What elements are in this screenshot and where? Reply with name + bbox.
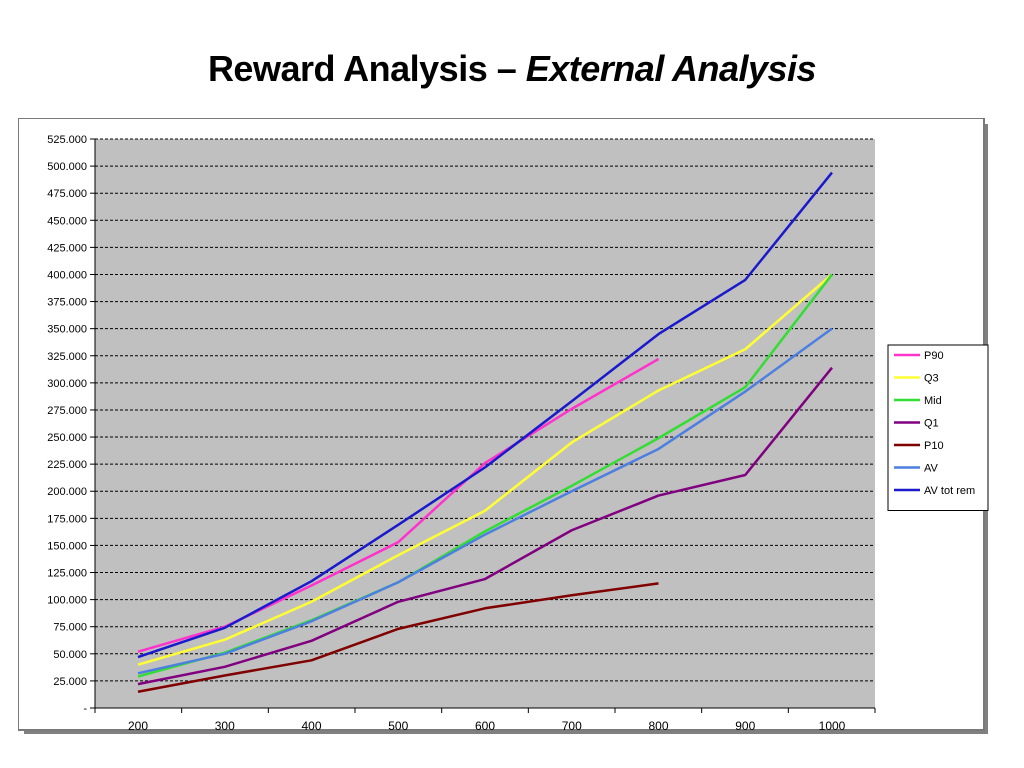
legend-label: Mid: [924, 395, 942, 407]
y-tick-label: 400.000: [47, 269, 87, 281]
x-tick-label: 800: [648, 719, 668, 733]
y-tick-label: 375.000: [47, 297, 87, 309]
series-line-av: [137, 327, 833, 675]
series-line-q3: [137, 273, 833, 666]
chart-container: - 25.000 50.000 75.000 100.000 125.000 150.000…: [17, 117, 990, 736]
title-main: Reward Analysis –: [207, 48, 526, 89]
y-tick-label: 250.000: [47, 432, 87, 444]
x-tick-label: 200: [128, 719, 148, 733]
series-line-av-tot-rem: [137, 171, 833, 659]
legend-label: AV: [924, 463, 939, 475]
y-tick-label: 50.000: [53, 649, 87, 661]
y-tick-label: -: [83, 703, 87, 715]
x-tick-label: 700: [562, 719, 582, 733]
series-lines: [137, 171, 833, 693]
y-tick-label: 275.000: [47, 405, 87, 417]
x-tick-label: 600: [475, 719, 495, 733]
y-tick-label: 75.000: [53, 622, 87, 634]
y-tick-label: 350.000: [47, 324, 87, 336]
series-line-q1: [137, 366, 833, 686]
page-title: Reward Analysis – External Analysis: [0, 48, 1024, 90]
y-axis-tick-labels: - 25.000 50.000 75.000 100.000 125.000 150.000…: [47, 134, 87, 715]
x-tick-label: 300: [215, 719, 235, 733]
axes: [94, 139, 876, 713]
y-tick-label: 25.000: [53, 676, 87, 688]
y-tick-label: 150.000: [47, 540, 87, 552]
legend-label: AV tot rem: [924, 485, 975, 497]
y-tick-label: 325.000: [47, 351, 87, 363]
y-tick-label: 475.000: [47, 188, 87, 200]
y-tick-label: 450.000: [47, 215, 87, 227]
x-tick-label: 900: [735, 719, 755, 733]
x-tick-label: 400: [301, 719, 321, 733]
y-tick-label: 175.000: [47, 513, 87, 525]
legend-label: P10: [924, 440, 944, 452]
line-chart: - 25.000 50.000 75.000 100.000 125.000 150.000…: [17, 117, 989, 734]
legend-box: [887, 344, 989, 511]
plot-area: [95, 139, 875, 708]
legend-label: Q1: [924, 418, 939, 430]
series-line-p10: [137, 582, 659, 693]
y-tick-label: 125.000: [47, 568, 87, 580]
x-axis-tick-labels: 200 300 400 500 600 700 800 900 1000: [128, 719, 846, 733]
x-tick-label: 500: [388, 719, 408, 733]
x-tick-label: 1000: [819, 719, 846, 733]
y-tick-label: 300.000: [47, 378, 87, 390]
y-tick-label: 425.000: [47, 242, 87, 254]
legend: P90 Q3 Mid Q1 P10 AV AV tot rem: [887, 344, 989, 511]
title-emphasis: External Analysis: [525, 48, 817, 89]
y-tick-label: 100.000: [47, 595, 87, 607]
y-tick-label: 500.000: [47, 161, 87, 173]
y-tick-label: 525.000: [47, 134, 87, 146]
y-tick-label: 225.000: [47, 459, 87, 471]
legend-label: Q3: [924, 373, 939, 385]
y-tick-label: 200.000: [47, 486, 87, 498]
legend-label: P90: [924, 350, 944, 362]
